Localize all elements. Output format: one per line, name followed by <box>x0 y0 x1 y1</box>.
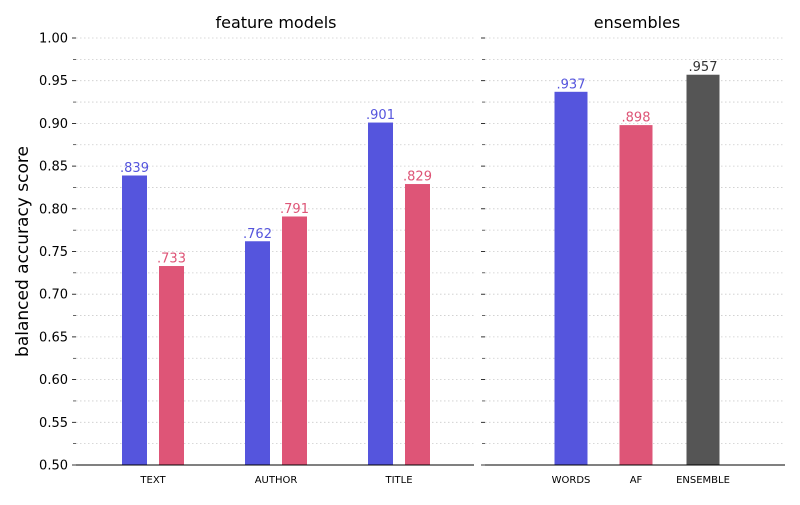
x-tick-label: AUTHOR <box>255 475 298 486</box>
y-tick-label: 0.85 <box>39 160 68 175</box>
y-tick-label: 0.70 <box>39 288 68 303</box>
bar-value-label: .839 <box>120 161 149 176</box>
y-tick-label: 0.65 <box>39 330 68 345</box>
y-tick-label: 0.75 <box>39 245 68 260</box>
bar <box>122 175 147 465</box>
x-tick-label: WORDS <box>552 475 591 486</box>
x-tick-label: TEXT <box>139 475 166 486</box>
bar-value-label: .762 <box>243 227 272 242</box>
bar <box>554 91 588 465</box>
bar <box>368 122 393 466</box>
bar-value-label: .901 <box>366 108 395 123</box>
bar-value-label: .829 <box>403 170 432 185</box>
bar-value-label: .898 <box>622 111 651 126</box>
bar <box>619 125 653 465</box>
y-tick-label: 0.55 <box>39 416 68 431</box>
y-tick-label: 0.95 <box>39 74 68 89</box>
y-tick-label: 0.80 <box>39 202 68 217</box>
bar <box>405 184 430 465</box>
y-tick-label: 0.90 <box>39 117 68 132</box>
x-tick-label: AF <box>630 475 643 486</box>
bar-value-label: .733 <box>157 252 186 267</box>
bar-value-label: .937 <box>557 77 586 92</box>
bar <box>686 74 720 466</box>
x-tick-label: TITLE <box>384 475 412 486</box>
y-axis-label: balanced accuracy score <box>13 146 33 357</box>
y-tick-label: 0.60 <box>39 373 68 388</box>
y-tick-label: 0.50 <box>39 459 68 474</box>
bar-value-label: .957 <box>689 60 718 75</box>
y-tick-label: 1.00 <box>39 32 68 47</box>
bar <box>245 241 270 465</box>
bar-value-label: .791 <box>280 202 309 217</box>
x-tick-label: ENSEMBLE <box>676 475 730 486</box>
panel-title: feature models <box>215 13 336 32</box>
bar <box>282 216 307 465</box>
labels-layer: 0.50 0.55 0.60 0.65 0.70 0.75 0.80 0.85 0.90 0.95… <box>13 13 730 486</box>
axes-layer <box>72 37 785 466</box>
panel-title: ensembles <box>594 13 681 32</box>
bar <box>159 266 184 465</box>
bars-layer <box>122 74 720 466</box>
